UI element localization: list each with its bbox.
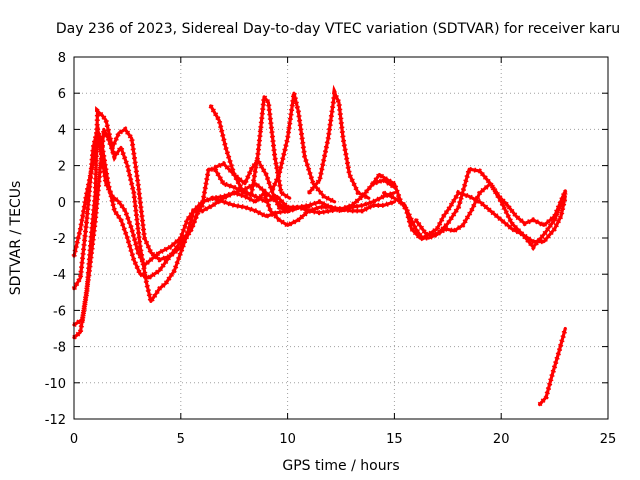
series-arc-f — [370, 171, 568, 245]
series-peak-1 — [208, 104, 253, 197]
series-markers — [382, 179, 568, 241]
series-arc-d — [72, 106, 311, 340]
gridlines — [74, 57, 608, 419]
y-tick-label: -10 — [45, 377, 66, 392]
y-tick-label: 8 — [58, 51, 66, 66]
series-peak-3 — [270, 91, 337, 205]
series-peak-2 — [248, 90, 292, 201]
series-arc-h — [413, 166, 568, 251]
x-tick-label: 0 — [70, 432, 78, 447]
axis-ticks: 0 5 10 15 20 25 -12 -10 -8 -6 -4 -2 0 2 4 6 8 — [45, 51, 617, 447]
series-line — [72, 127, 396, 291]
series-line — [249, 95, 292, 200]
data-series — [71, 84, 568, 407]
y-tick-label: 4 — [58, 123, 66, 138]
x-tick-label: 15 — [386, 432, 403, 447]
series-arc-g — [382, 179, 568, 241]
x-axis-label: GPS time / hours — [282, 458, 399, 474]
x-tick-label: 10 — [279, 432, 296, 447]
y-tick-label: -4 — [53, 268, 66, 283]
series-line — [382, 182, 567, 240]
y-tick-label: -8 — [53, 341, 66, 356]
series-peak-4 — [307, 84, 371, 201]
x-tick-label: 25 — [600, 432, 617, 447]
chart-title: Day 236 of 2023, Sidereal Day-to-day VTE… — [56, 21, 620, 37]
series-markers — [72, 120, 396, 327]
y-tick-label: 2 — [58, 160, 66, 175]
y-tick-label: 6 — [58, 87, 66, 102]
series-markers — [270, 92, 336, 205]
y-tick-label: 0 — [58, 196, 66, 211]
series-markers — [72, 106, 309, 340]
series-markers — [370, 171, 568, 245]
series-line — [307, 91, 371, 200]
y-axis-label: SDTVAR / TECUs — [8, 181, 24, 296]
y-tick-label: -6 — [53, 304, 66, 319]
series-line — [538, 326, 567, 407]
y-tick-label: -2 — [53, 232, 66, 247]
series-tail — [537, 326, 568, 407]
series-markers — [208, 104, 253, 197]
series-arc-b — [71, 119, 396, 291]
y-tick-label: -12 — [45, 413, 66, 428]
plot-frame — [73, 56, 609, 420]
x-tick-label: 5 — [177, 432, 185, 447]
series-line — [371, 173, 567, 244]
series-markers — [214, 155, 297, 214]
series-line — [414, 167, 567, 249]
x-tick-label: 20 — [493, 432, 510, 447]
series-arc-e — [213, 155, 298, 214]
